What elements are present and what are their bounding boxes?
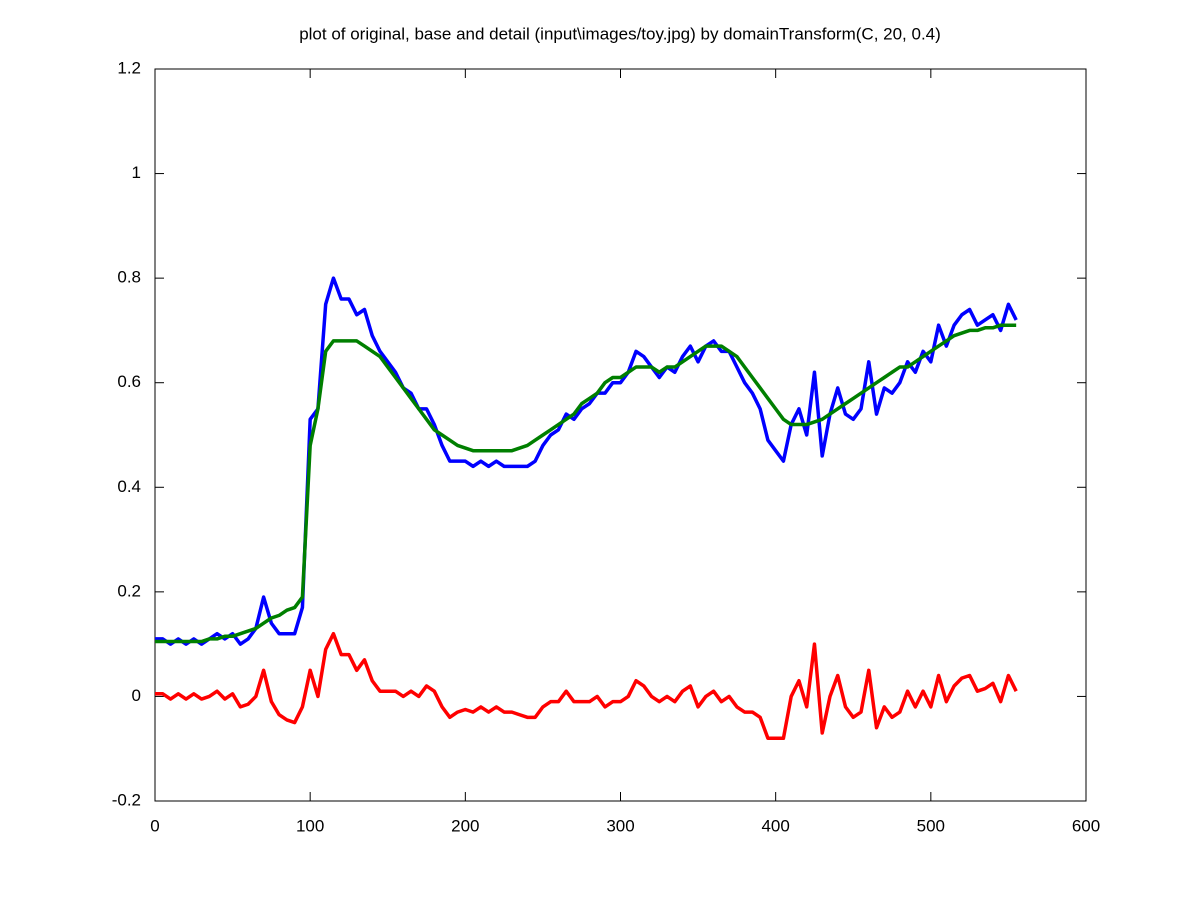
y-tick-label: 0.4 (117, 477, 141, 496)
y-tick-label: 1 (132, 163, 141, 182)
x-tick-label: 0 (150, 816, 159, 835)
y-tick-label: 0.2 (117, 581, 141, 600)
chart-title: plot of original, base and detail (input… (299, 24, 941, 43)
y-tick-label: 0.8 (117, 268, 141, 287)
x-tick-label: 200 (451, 816, 479, 835)
data-line (155, 323, 1017, 644)
y-tick-label: 0 (132, 686, 141, 705)
x-tick-label: 500 (917, 816, 945, 835)
y-tick-label: 0.6 (117, 372, 141, 391)
y-tick-label: -0.2 (112, 790, 141, 809)
x-tick-label: 600 (1072, 816, 1100, 835)
x-tick-label: 100 (296, 816, 324, 835)
data-line (155, 276, 1018, 646)
x-tick-label: 300 (606, 816, 634, 835)
y-tick-label: 1.2 (117, 58, 141, 77)
data-line (155, 631, 1018, 741)
x-tick-label: 400 (761, 816, 789, 835)
